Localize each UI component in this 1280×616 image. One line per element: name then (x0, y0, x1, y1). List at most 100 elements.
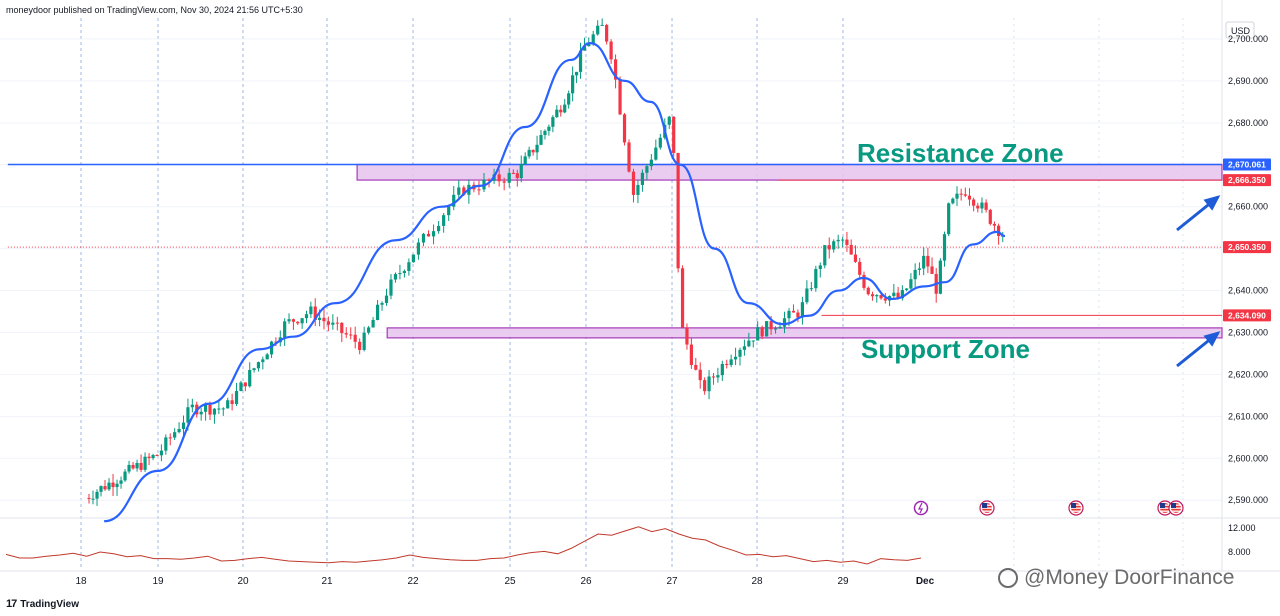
candle-body (814, 268, 818, 289)
candle-body (900, 290, 904, 299)
candle-body (511, 172, 515, 174)
resistance-arrow-head (1203, 195, 1221, 211)
candle-body (567, 93, 571, 105)
candle-body (402, 270, 406, 274)
candle-body (618, 79, 622, 115)
x-tick-label: 26 (580, 576, 592, 587)
candle-body (738, 349, 742, 357)
price-tag (1223, 309, 1271, 322)
candle-body (123, 471, 127, 481)
tradingview-logo[interactable]: 17 TradingView (6, 598, 79, 610)
resistance-zone-label: Resistance Zone (857, 138, 1064, 168)
tradingview-logo-text: TradingView (20, 598, 79, 610)
candle-body (186, 407, 190, 423)
candle-body (926, 255, 930, 267)
candle-body (318, 317, 322, 320)
candle-body (984, 202, 988, 210)
candle-body (636, 184, 640, 195)
candle-body (947, 203, 951, 235)
candle-body (539, 135, 543, 145)
candle-body (283, 321, 287, 338)
candle-body (462, 187, 466, 195)
x-tick-label: 19 (152, 576, 164, 587)
candle-body (287, 319, 291, 322)
sub-y-tick-label: 12.000 (1228, 523, 1256, 533)
candle-body (119, 480, 123, 484)
candle-body (685, 327, 689, 345)
x-tick-label: 22 (407, 576, 419, 587)
candle-body (527, 149, 531, 157)
candle-body (787, 310, 791, 319)
candle-body (972, 199, 976, 206)
candle-body (331, 322, 335, 325)
candle-body (199, 411, 203, 415)
candle-body (551, 117, 555, 127)
candle-body (694, 364, 698, 370)
candle-body (849, 244, 853, 255)
watermark: @Money DoorFinance (998, 566, 1234, 590)
candle-body (362, 332, 366, 350)
flag-stripe (982, 507, 992, 509)
candle-body (963, 194, 967, 196)
candle-body (613, 59, 618, 80)
candle-body (658, 137, 662, 148)
candle-body (139, 462, 143, 470)
price-tag (1223, 158, 1271, 171)
us-flag-icon (1068, 500, 1084, 516)
y-tick-label: 2,620.000 (1228, 369, 1268, 379)
candle-body (261, 359, 265, 363)
candle-body (547, 126, 551, 131)
candle-body (587, 43, 591, 47)
y-tick-label: 2,690.000 (1228, 76, 1268, 86)
candle-body (711, 376, 716, 378)
candle-body (208, 404, 212, 415)
support-arrow-head (1203, 331, 1221, 347)
candle-body (870, 294, 875, 297)
candle-body (326, 321, 330, 325)
y-tick-label: 2,600.000 (1228, 453, 1268, 463)
candle-body (416, 242, 421, 255)
candle-body (559, 109, 563, 113)
x-tick-label: 29 (837, 576, 849, 587)
candle-body (627, 142, 631, 172)
watermark-text: @Money DoorFinance (1024, 566, 1235, 589)
candle-body (951, 198, 955, 204)
candle-body (371, 319, 375, 328)
candle-body (866, 287, 870, 295)
candle-body (131, 464, 135, 469)
candle-body (226, 400, 230, 409)
candle-body (111, 482, 115, 488)
currency-box (1225, 21, 1255, 39)
candle-body (756, 327, 760, 341)
candle-body (729, 359, 733, 365)
candle-body (707, 376, 711, 392)
candle-body (177, 429, 181, 433)
support-zone-label: Support Zone (861, 334, 1030, 364)
candle-body (980, 202, 984, 209)
candle-body (640, 172, 645, 185)
candle-body (389, 279, 393, 296)
candle-body (805, 288, 809, 303)
candle-body (127, 464, 131, 472)
candle-body (502, 181, 506, 183)
candle-body (497, 174, 501, 182)
flag-stripe (982, 510, 992, 512)
y-tick-label: 2,630.000 (1228, 327, 1268, 337)
candle-body (976, 205, 980, 209)
candle-body (845, 239, 849, 245)
candle-body (645, 166, 649, 173)
candle-body (265, 354, 269, 360)
candle-body (574, 71, 579, 76)
candle-body (212, 408, 217, 415)
candle-body (955, 193, 959, 199)
candle-body (818, 265, 822, 269)
candle-body (164, 437, 168, 451)
candle-body (967, 195, 972, 200)
candle-body (87, 497, 91, 499)
candle-body (204, 404, 208, 412)
candle-body (913, 269, 917, 280)
candle-body (879, 295, 883, 299)
x-tick-label: Dec (916, 576, 935, 587)
candle-body (304, 314, 309, 319)
